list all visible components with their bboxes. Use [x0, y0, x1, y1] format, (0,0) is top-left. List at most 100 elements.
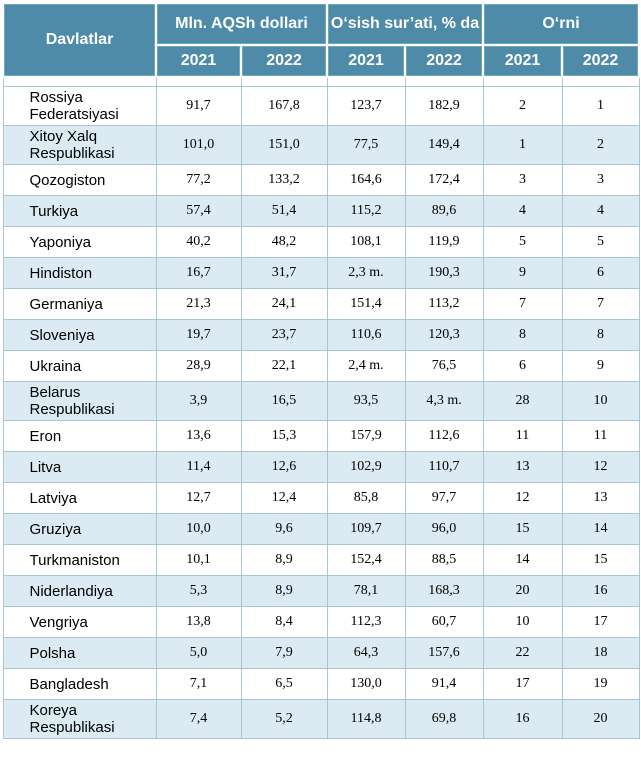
usd-2022-cell: 151,0	[240, 125, 328, 165]
growth-2022-cell: 88,5	[404, 544, 484, 576]
growth-2022-cell: 69,8	[404, 699, 484, 739]
growth-2022-cell: 182,9	[404, 86, 484, 126]
growth-2022-cell: 113,2	[404, 288, 484, 320]
table-row: Litva 11,4 12,6 102,9 110,7 13 12	[2, 451, 640, 483]
usd-2021-cell: 57,4	[155, 195, 242, 227]
growth-2021-cell: 78,1	[326, 575, 406, 607]
usd-2021-cell: 13,8	[155, 606, 242, 638]
table-row: Vengriya 13,8 8,4 112,3 60,7 10 17	[2, 606, 640, 638]
growth-2022-cell: 76,5	[404, 350, 484, 382]
usd-2021-cell: 10,0	[155, 513, 242, 545]
table-row: Latviya 12,7 12,4 85,8 97,7 12 13	[2, 482, 640, 514]
rank-2021-cell: 28	[482, 381, 563, 421]
table-row: Rossiya Federatsiyasi 91,7 167,8 123,7 182,9…	[2, 86, 640, 126]
rank-2022-cell: 5	[561, 226, 640, 258]
rank-2022-cell: 4	[561, 195, 640, 227]
growth-2022-cell: 60,7	[404, 606, 484, 638]
header-row-years: 2021 2022 2021 2022 2021 2022	[3, 44, 641, 78]
rank-2022-cell: 18	[561, 637, 640, 669]
rank-2021-cell: 7	[482, 288, 563, 320]
country-cell: Turkiya	[2, 195, 157, 227]
country-cell: Bangladesh	[2, 668, 157, 700]
usd-2022-cell: 167,8	[240, 86, 328, 126]
usd-2021-cell: 19,7	[155, 319, 242, 351]
growth-2022-cell: 110,7	[404, 451, 484, 483]
header-year-usd-2022: 2022	[240, 44, 328, 78]
rank-2021-cell: 4	[482, 195, 563, 227]
usd-2022-cell: 15,3	[240, 420, 328, 452]
usd-2021-cell: 16,7	[155, 257, 242, 289]
usd-2022-cell: 51,4	[240, 195, 328, 227]
trade-partners-table: Davlatlar Mln. AQSh dollari O‘sish sur’a…	[2, 2, 641, 739]
growth-2021-cell: 2,4 m.	[326, 350, 406, 382]
rank-2021-cell: 6	[482, 350, 563, 382]
country-cell: Turkmaniston	[2, 544, 157, 576]
table-row: Gruziya 10,0 9,6 109,7 96,0 15 14	[2, 513, 640, 545]
table-row: Ukraina 28,9 22,1 2,4 m. 76,5 6 9	[2, 350, 640, 382]
usd-2022-cell: 24,1	[240, 288, 328, 320]
growth-2021-cell: 151,4	[326, 288, 406, 320]
header-year-rank-2022: 2022	[561, 44, 641, 78]
rank-2021-cell: 12	[482, 482, 563, 514]
usd-2021-cell: 11,4	[155, 451, 242, 483]
country-cell: Hindiston	[2, 257, 157, 289]
usd-2021-cell: 13,6	[155, 420, 242, 452]
rank-2022-cell: 2	[561, 125, 640, 165]
header-year-growth-2022: 2022	[403, 44, 485, 78]
rank-2022-cell: 7	[561, 288, 640, 320]
rank-2022-cell: 6	[561, 257, 640, 289]
growth-2021-cell: 85,8	[326, 482, 406, 514]
spacer-row	[2, 76, 640, 87]
usd-2021-cell: 3,9	[155, 381, 242, 421]
country-cell: Koreya Respublikasi	[2, 699, 157, 739]
country-cell: Niderlandiya	[2, 575, 157, 607]
header-year-usd-2021: 2021	[155, 44, 242, 78]
rank-2021-cell: 11	[482, 420, 563, 452]
rank-2021-cell: 22	[482, 637, 563, 669]
rank-2021-cell: 16	[482, 699, 563, 739]
usd-2022-cell: 5,2	[240, 699, 328, 739]
rank-2021-cell: 8	[482, 319, 563, 351]
country-cell: Polsha	[2, 637, 157, 669]
rank-2022-cell: 11	[561, 420, 640, 452]
header-country: Davlatlar	[2, 2, 157, 78]
table-row: Koreya Respublikasi 7,4 5,2 114,8 69,8 16 20	[2, 699, 640, 739]
usd-2021-cell: 5,3	[155, 575, 242, 607]
growth-2021-cell: 93,5	[326, 381, 406, 421]
growth-2021-cell: 115,2	[326, 195, 406, 227]
rank-2022-cell: 20	[561, 699, 640, 739]
table-row: Polsha 5,0 7,9 64,3 157,6 22 18	[2, 637, 640, 669]
growth-2022-cell: 119,9	[404, 226, 484, 258]
header-rank-group: O‘rni	[482, 2, 641, 46]
rank-2022-cell: 19	[561, 668, 640, 700]
country-cell: Xitoy Xalq Respublikasi	[2, 125, 157, 165]
usd-2022-cell: 16,5	[240, 381, 328, 421]
header-growth-group: O‘sish sur’ati, % da	[325, 2, 485, 46]
usd-2022-cell: 31,7	[240, 257, 328, 289]
usd-2021-cell: 21,3	[155, 288, 242, 320]
growth-2021-cell: 152,4	[326, 544, 406, 576]
table-row: Germaniya 21,3 24,1 151,4 113,2 7 7	[2, 288, 640, 320]
rank-2022-cell: 16	[561, 575, 640, 607]
table-row: Bangladesh 7,1 6,5 130,0 91,4 17 19	[2, 668, 640, 700]
country-cell: Rossiya Federatsiyasi	[2, 86, 157, 126]
growth-2022-cell: 172,4	[404, 164, 484, 196]
rank-2021-cell: 15	[482, 513, 563, 545]
table-row: Hindiston 16,7 31,7 2,3 m. 190,3 9 6	[2, 257, 640, 289]
usd-2022-cell: 7,9	[240, 637, 328, 669]
rank-2021-cell: 3	[482, 164, 563, 196]
usd-2022-cell: 22,1	[240, 350, 328, 382]
rank-2022-cell: 15	[561, 544, 640, 576]
country-cell: Eron	[2, 420, 157, 452]
growth-2022-cell: 168,3	[404, 575, 484, 607]
usd-2021-cell: 40,2	[155, 226, 242, 258]
usd-2022-cell: 8,9	[240, 544, 328, 576]
growth-2021-cell: 157,9	[326, 420, 406, 452]
rank-2021-cell: 13	[482, 451, 563, 483]
table-row: Turkiya 57,4 51,4 115,2 89,6 4 4	[2, 195, 640, 227]
usd-2022-cell: 133,2	[240, 164, 328, 196]
table-row: Xitoy Xalq Respublikasi 101,0 151,0 77,5 149…	[2, 125, 640, 165]
rank-2022-cell: 9	[561, 350, 640, 382]
usd-2022-cell: 9,6	[240, 513, 328, 545]
growth-2022-cell: 112,6	[404, 420, 484, 452]
